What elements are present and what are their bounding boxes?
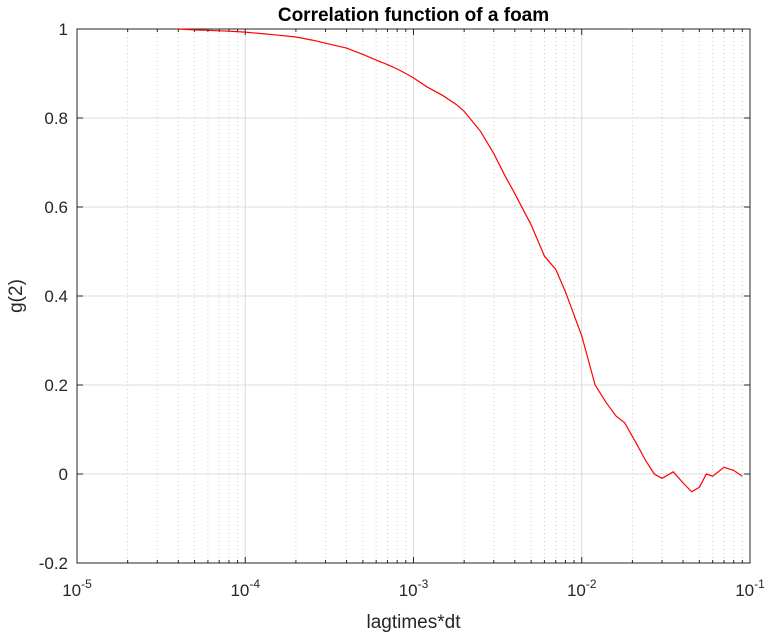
y-tick-label: 0.2 — [44, 376, 68, 395]
y-tick-label: 0.6 — [44, 198, 68, 217]
x-tick-label: 10-2 — [567, 577, 597, 600]
y-tick-label: 0.8 — [44, 109, 68, 128]
x-tick-label: 10-5 — [62, 577, 92, 600]
x-axis-label: lagtimes*dt — [367, 612, 462, 633]
chart-title: Correlation function of a foam — [278, 5, 549, 26]
y-axis-label: g(2) — [6, 279, 27, 313]
series-line — [178, 28, 743, 493]
x-tick-label: 10-4 — [230, 577, 260, 600]
y-tick-label: 0.4 — [44, 287, 68, 306]
y-tick-label: -0.2 — [39, 554, 68, 573]
y-tick-labels: -0.2 0 0.2 0.4 0.6 0.8 1 — [39, 20, 68, 573]
x-tick-label: 10-1 — [735, 577, 765, 600]
y-tick-label: 1 — [59, 20, 68, 39]
tick-marks — [76, 28, 751, 564]
x-tick-labels: 10-5 10-4 10-3 10-2 10-1 — [62, 577, 765, 600]
x-tick-label: 10-3 — [399, 577, 429, 600]
y-tick-label: 0 — [59, 465, 68, 484]
